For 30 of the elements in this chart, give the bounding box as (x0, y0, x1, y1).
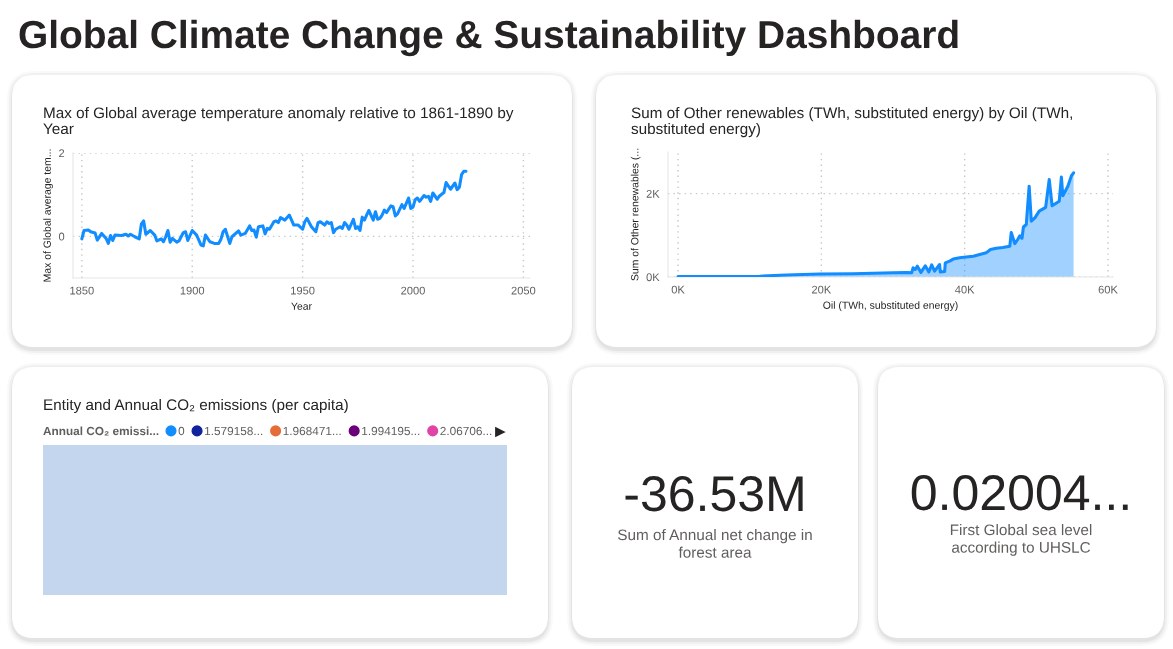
y-axis-title: Max of Global average tem... (43, 149, 53, 282)
x-tick-label: 40K (955, 285, 975, 294)
x-tick-label: 60K (1098, 285, 1118, 294)
x-tick-label: 2050 (511, 286, 536, 295)
text: Global Climate Change & Sustainability Dashboard (19, 19, 958, 57)
legend-label: 0 (178, 426, 185, 436)
x-tick-label: 1850 (70, 286, 94, 295)
text: Entity and Annual CO₂ emissions (per capita) (44, 398, 348, 414)
text: First Global sea level according to UHSLC (950, 524, 1092, 556)
chart-title: Sum of Other renewables (TWh, substituted energy) by Oil (TWh, substituted energy) (631, 107, 1072, 138)
x-tick-label: 1900 (180, 286, 205, 295)
legend-label: 1.579158... (205, 426, 263, 436)
text: 0.02004... (911, 475, 1128, 511)
y-tick-label: 2 (59, 149, 65, 158)
x-tick-label: 0K (671, 285, 685, 294)
legend-title: Annual CO₂ emissi... (43, 426, 159, 436)
x-axis-title: Year (291, 302, 312, 310)
x-tick-label: 20K (812, 285, 832, 294)
x-axis-title: Oil (TWh, substituted energy) (823, 301, 958, 311)
text: Sum of Annual net change in forest area (618, 529, 812, 558)
legend-label: 1.968471... (283, 426, 341, 436)
legend-label: 2.06706... (440, 426, 492, 436)
legend-label: 1.994195... (362, 426, 420, 436)
y-axis-title: Sum of Other renewables (... (630, 148, 641, 281)
x-tick-label: 2000 (401, 286, 425, 295)
line-series (80, 169, 468, 248)
x-tick-label: 1950 (291, 286, 315, 295)
y-tick-label: 2K (646, 189, 660, 198)
chart-title: Max of Global average temperature anomaly relative to 1861-1890 by Year (43, 107, 514, 135)
text: -36.53M (625, 476, 803, 512)
